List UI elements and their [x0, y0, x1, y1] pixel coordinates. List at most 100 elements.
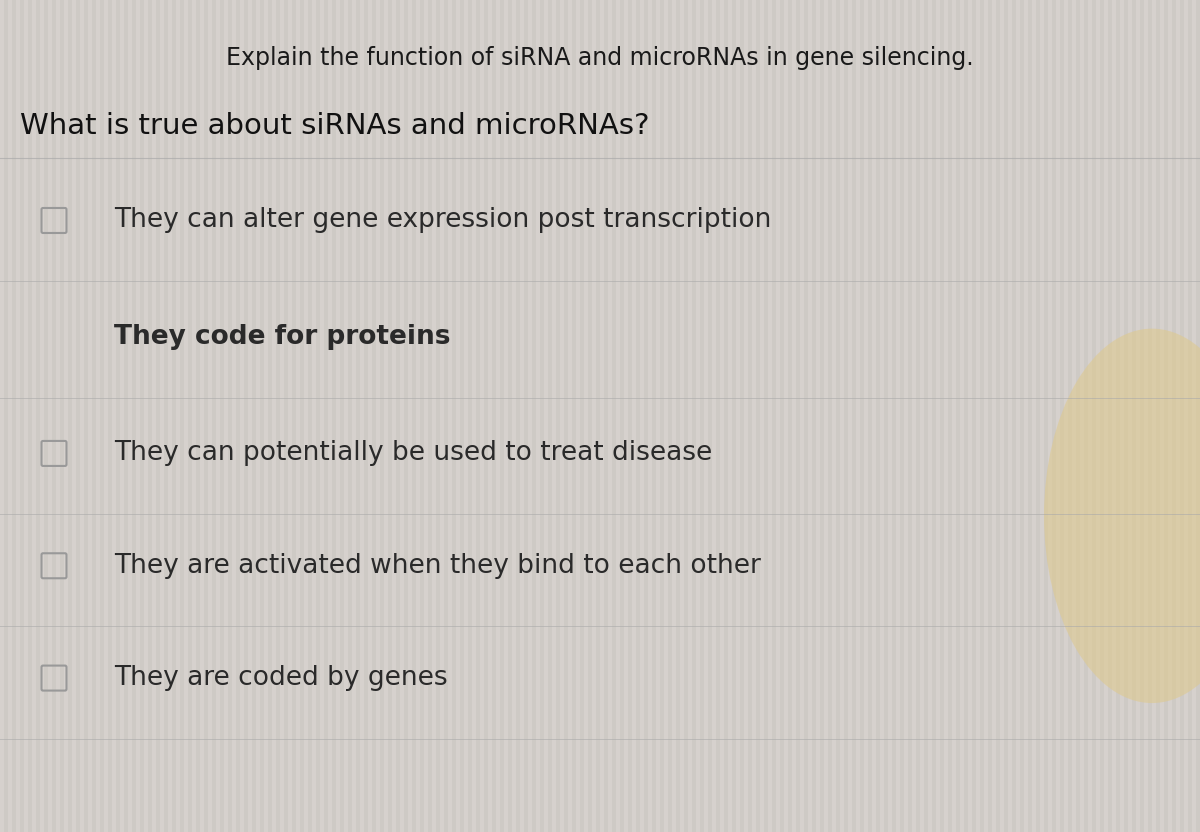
Bar	[832, 0, 836, 832]
Bar	[556, 0, 560, 832]
Ellipse shape	[1044, 329, 1200, 703]
Bar	[988, 0, 992, 832]
Bar	[340, 0, 344, 832]
Bar	[204, 0, 208, 832]
Bar	[420, 0, 424, 832]
Bar	[552, 0, 556, 832]
Text: They can alter gene expression post transcription: They can alter gene expression post tran…	[114, 207, 772, 234]
Bar	[992, 0, 996, 832]
Bar	[308, 0, 312, 832]
Bar	[24, 0, 28, 832]
Bar	[648, 0, 652, 832]
Bar	[412, 0, 416, 832]
Bar	[424, 0, 428, 832]
Bar	[768, 0, 772, 832]
Bar	[228, 0, 232, 832]
Bar	[896, 0, 900, 832]
Bar	[224, 0, 228, 832]
Bar	[976, 0, 980, 832]
Bar	[1156, 0, 1160, 832]
Bar	[296, 0, 300, 832]
Bar	[892, 0, 896, 832]
Bar	[512, 0, 516, 832]
Bar	[952, 0, 956, 832]
Bar	[628, 0, 632, 832]
Bar	[116, 0, 120, 832]
Bar	[720, 0, 724, 832]
Bar	[188, 0, 192, 832]
Bar	[612, 0, 616, 832]
Bar	[620, 0, 624, 832]
Bar	[516, 0, 520, 832]
Bar	[444, 0, 448, 832]
Bar	[776, 0, 780, 832]
Bar	[236, 0, 240, 832]
Bar	[136, 0, 140, 832]
Text: They are activated when they bind to each other: They are activated when they bind to eac…	[114, 552, 761, 579]
Bar	[548, 0, 552, 832]
Bar	[396, 0, 400, 832]
Bar	[480, 0, 484, 832]
Bar	[836, 0, 840, 832]
Bar	[428, 0, 432, 832]
Bar	[816, 0, 820, 832]
Bar	[864, 0, 868, 832]
Bar	[1196, 0, 1200, 832]
Bar	[684, 0, 688, 832]
Bar	[180, 0, 184, 832]
Bar	[164, 0, 168, 832]
Bar	[728, 0, 732, 832]
Bar	[820, 0, 824, 832]
Bar	[668, 0, 672, 832]
Bar	[280, 0, 284, 832]
Bar	[656, 0, 660, 832]
Bar	[784, 0, 788, 832]
Bar	[844, 0, 848, 832]
Bar	[1080, 0, 1084, 832]
Bar	[44, 0, 48, 832]
Bar	[324, 0, 328, 832]
Bar	[708, 0, 712, 832]
Bar	[380, 0, 384, 832]
Bar	[312, 0, 316, 832]
Bar	[276, 0, 280, 832]
Bar	[172, 0, 176, 832]
Bar	[1008, 0, 1012, 832]
Bar	[644, 0, 648, 832]
Bar	[780, 0, 784, 832]
Bar	[300, 0, 304, 832]
Bar	[732, 0, 736, 832]
Bar	[664, 0, 668, 832]
Bar	[272, 0, 276, 832]
Bar	[1028, 0, 1032, 832]
Bar	[716, 0, 720, 832]
Bar	[616, 0, 620, 832]
Bar	[600, 0, 604, 832]
Bar	[220, 0, 224, 832]
Bar	[808, 0, 812, 832]
Bar	[432, 0, 436, 832]
Bar	[792, 0, 796, 832]
Bar	[1136, 0, 1140, 832]
Bar	[1056, 0, 1060, 832]
Bar	[624, 0, 628, 832]
Bar	[840, 0, 844, 832]
Bar	[416, 0, 420, 832]
Bar	[1168, 0, 1172, 832]
Bar	[336, 0, 340, 832]
Bar	[348, 0, 352, 832]
Bar	[704, 0, 708, 832]
Bar	[536, 0, 540, 832]
Bar	[1132, 0, 1136, 832]
Bar	[868, 0, 872, 832]
Bar	[964, 0, 968, 832]
Bar	[996, 0, 1000, 832]
Bar	[284, 0, 288, 832]
Bar	[1052, 0, 1056, 832]
Bar	[8, 0, 12, 832]
Bar	[152, 0, 156, 832]
Bar	[440, 0, 444, 832]
Bar	[192, 0, 196, 832]
Bar	[1084, 0, 1088, 832]
Bar	[1188, 0, 1192, 832]
